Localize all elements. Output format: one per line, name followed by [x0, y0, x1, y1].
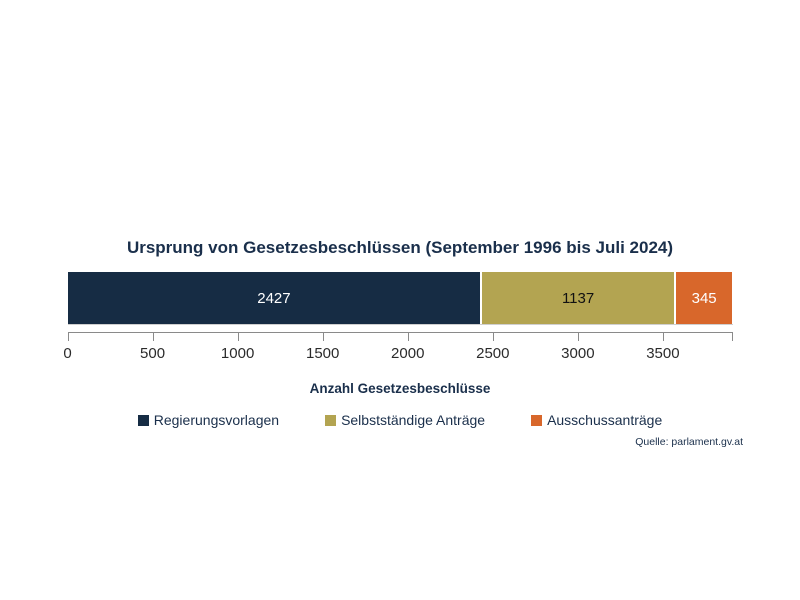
- chart-title: Ursprung von Gesetzesbeschlüssen (Septem…: [126, 238, 674, 257]
- legend-item-regierungsvorlagen: Regierungsvorlagen: [137, 412, 280, 428]
- x-axis-tick: [152, 333, 154, 341]
- legend-label: Ausschussanträge: [547, 412, 663, 428]
- x-axis-tick-label: 2500: [476, 345, 510, 362]
- bar-value-label: 2427: [257, 289, 291, 307]
- plot-area: 2427 1137 345 0 500 1000 1500 2000 2500 3000 3500: [63, 272, 733, 363]
- legend-item-ausschussantrage: Ausschussanträge: [531, 412, 662, 428]
- legend-label: Selbstständige Anträge: [341, 412, 486, 428]
- legend-swatch-icon: [137, 414, 149, 426]
- x-axis-tick-label: 1500: [305, 345, 340, 362]
- x-axis-tick-label: 500: [140, 345, 166, 362]
- legend-label: Regierungsvorlagen: [153, 412, 280, 428]
- legend-swatch-icon: [325, 414, 337, 426]
- x-axis-tick-labels: 0 500 1000 1500 2000 2500 3000 3500: [63, 345, 733, 363]
- x-axis-tick: [237, 333, 239, 341]
- x-axis-tick: [322, 333, 324, 341]
- bar-segment-selbststandige-antrage[interactable]: 1137: [480, 272, 674, 324]
- bar-segment-ausschussantrage[interactable]: 345: [673, 272, 733, 324]
- legend-item-selbststandige-antrage: Selbstständige Anträge: [325, 412, 485, 428]
- x-axis-tick: [731, 333, 733, 341]
- x-axis-tick: [492, 333, 494, 341]
- bar-segment-regierungsvorlagen[interactable]: 2427: [67, 272, 481, 324]
- legend: Regierungsvorlagen Selbstständige Anträge…: [0, 412, 800, 428]
- x-axis-tick: [662, 333, 664, 341]
- x-axis-tick: [67, 333, 69, 341]
- x-axis-tick-label: 1000: [220, 345, 255, 362]
- x-axis-tick-label: 0: [63, 345, 72, 362]
- bar-value-label: 1137: [561, 289, 595, 307]
- stacked-bar-chart: Ursprung von Gesetzesbeschlüssen (Septem…: [0, 237, 800, 449]
- legend-swatch-icon: [531, 414, 543, 426]
- x-axis-tick-label: 3000: [561, 345, 595, 362]
- bar-value-label: 345: [691, 289, 717, 307]
- x-axis: [67, 332, 733, 342]
- x-axis-tick: [407, 333, 409, 341]
- x-axis-label: Anzahl Gesetzesbeschlüsse: [309, 381, 491, 396]
- x-axis-tick: [577, 333, 579, 341]
- x-axis-tick-label: 3500: [646, 345, 680, 362]
- x-axis-tick-label: 2000: [391, 345, 425, 362]
- source-note: Quelle: parlament.gv.at: [635, 436, 743, 448]
- stacked-bar: 2427 1137 345: [67, 272, 733, 325]
